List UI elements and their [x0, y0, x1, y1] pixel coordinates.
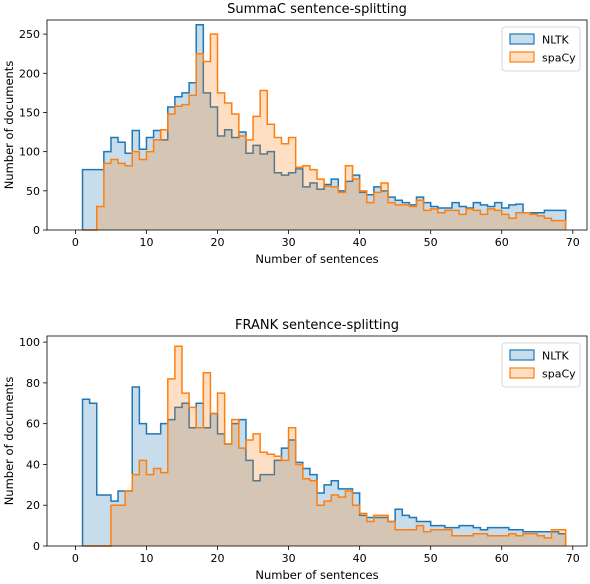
x-tick-label-0-40: 40: [353, 236, 367, 249]
x-tick-label-1-40: 40: [353, 552, 367, 565]
plot-frame-1: [46, 335, 588, 547]
chart-title-0: SummaC sentence-splitting: [227, 2, 407, 17]
y-tick-label-1-0: 0: [33, 540, 40, 553]
x-tick-label-0-60: 60: [495, 236, 509, 249]
histogram-0-series-1-outline: [82, 33, 567, 231]
x-tick-label-0-0: 0: [72, 236, 79, 249]
y-tick-label-0-100: 100: [19, 146, 40, 159]
x-tick-label-1-60: 60: [495, 552, 509, 565]
x-tick-label-0-70: 70: [566, 236, 580, 249]
x-tick-label-0-50: 50: [424, 236, 438, 249]
x-tick-label-0-30: 30: [282, 236, 296, 249]
x-tick-label-0-10: 10: [139, 236, 153, 249]
histogram-1-series-0-outline: [81, 386, 567, 546]
x-axis-label-1: Number of sentences: [255, 568, 378, 580]
x-tick-label-1-30: 30: [282, 552, 296, 565]
x-tick-label-1-70: 70: [566, 552, 580, 565]
y-tick-label-0-200: 200: [19, 67, 40, 80]
histogram-0-series-1-fill: [82, 34, 566, 230]
histogram-1-series-1-outline: [82, 345, 567, 547]
x-tick-label-1-0: 0: [72, 552, 79, 565]
legend-label-0-0: NLTK: [542, 34, 570, 47]
y-tick-label-1-20: 20: [26, 499, 40, 512]
legend-box-0: [501, 26, 581, 72]
histogram-1-series-1-fill: [82, 346, 566, 546]
x-axis-label-0: Number of sentences: [255, 252, 378, 266]
x-tick-label-0-20: 20: [211, 236, 225, 249]
histogram-0-series-0-outline: [81, 23, 567, 230]
y-tick-label-1-60: 60: [26, 418, 40, 431]
legend-label-1-0: NLTK: [542, 350, 570, 363]
y-tick-label-1-100: 100: [19, 336, 40, 349]
x-tick-label-1-20: 20: [211, 552, 225, 565]
legend-swatch-0-0: [509, 33, 535, 45]
y-axis-label-0: Number of documents: [2, 61, 16, 190]
legend-label-1-1: spaCy: [542, 368, 576, 381]
legend-swatch-1-0: [509, 349, 535, 361]
legend-swatch-0-1: [509, 51, 535, 63]
y-tick-label-0-0: 0: [33, 224, 40, 237]
legend-box-1: [501, 342, 581, 388]
y-tick-label-0-250: 250: [19, 28, 40, 41]
y-tick-label-1-80: 80: [26, 377, 40, 390]
legend-label-0-1: spaCy: [542, 52, 576, 65]
legend-swatch-1-1: [509, 367, 535, 379]
y-axis-label-1: Number of documents: [2, 377, 16, 506]
y-tick-label-0-150: 150: [19, 106, 40, 119]
y-tick-label-0-50: 50: [26, 185, 40, 198]
x-tick-label-1-10: 10: [139, 552, 153, 565]
x-tick-label-1-50: 50: [424, 552, 438, 565]
chart-title-1: FRANK sentence-splitting: [235, 318, 399, 333]
y-tick-label-1-40: 40: [26, 458, 40, 471]
plot-frame-0: [46, 19, 588, 231]
